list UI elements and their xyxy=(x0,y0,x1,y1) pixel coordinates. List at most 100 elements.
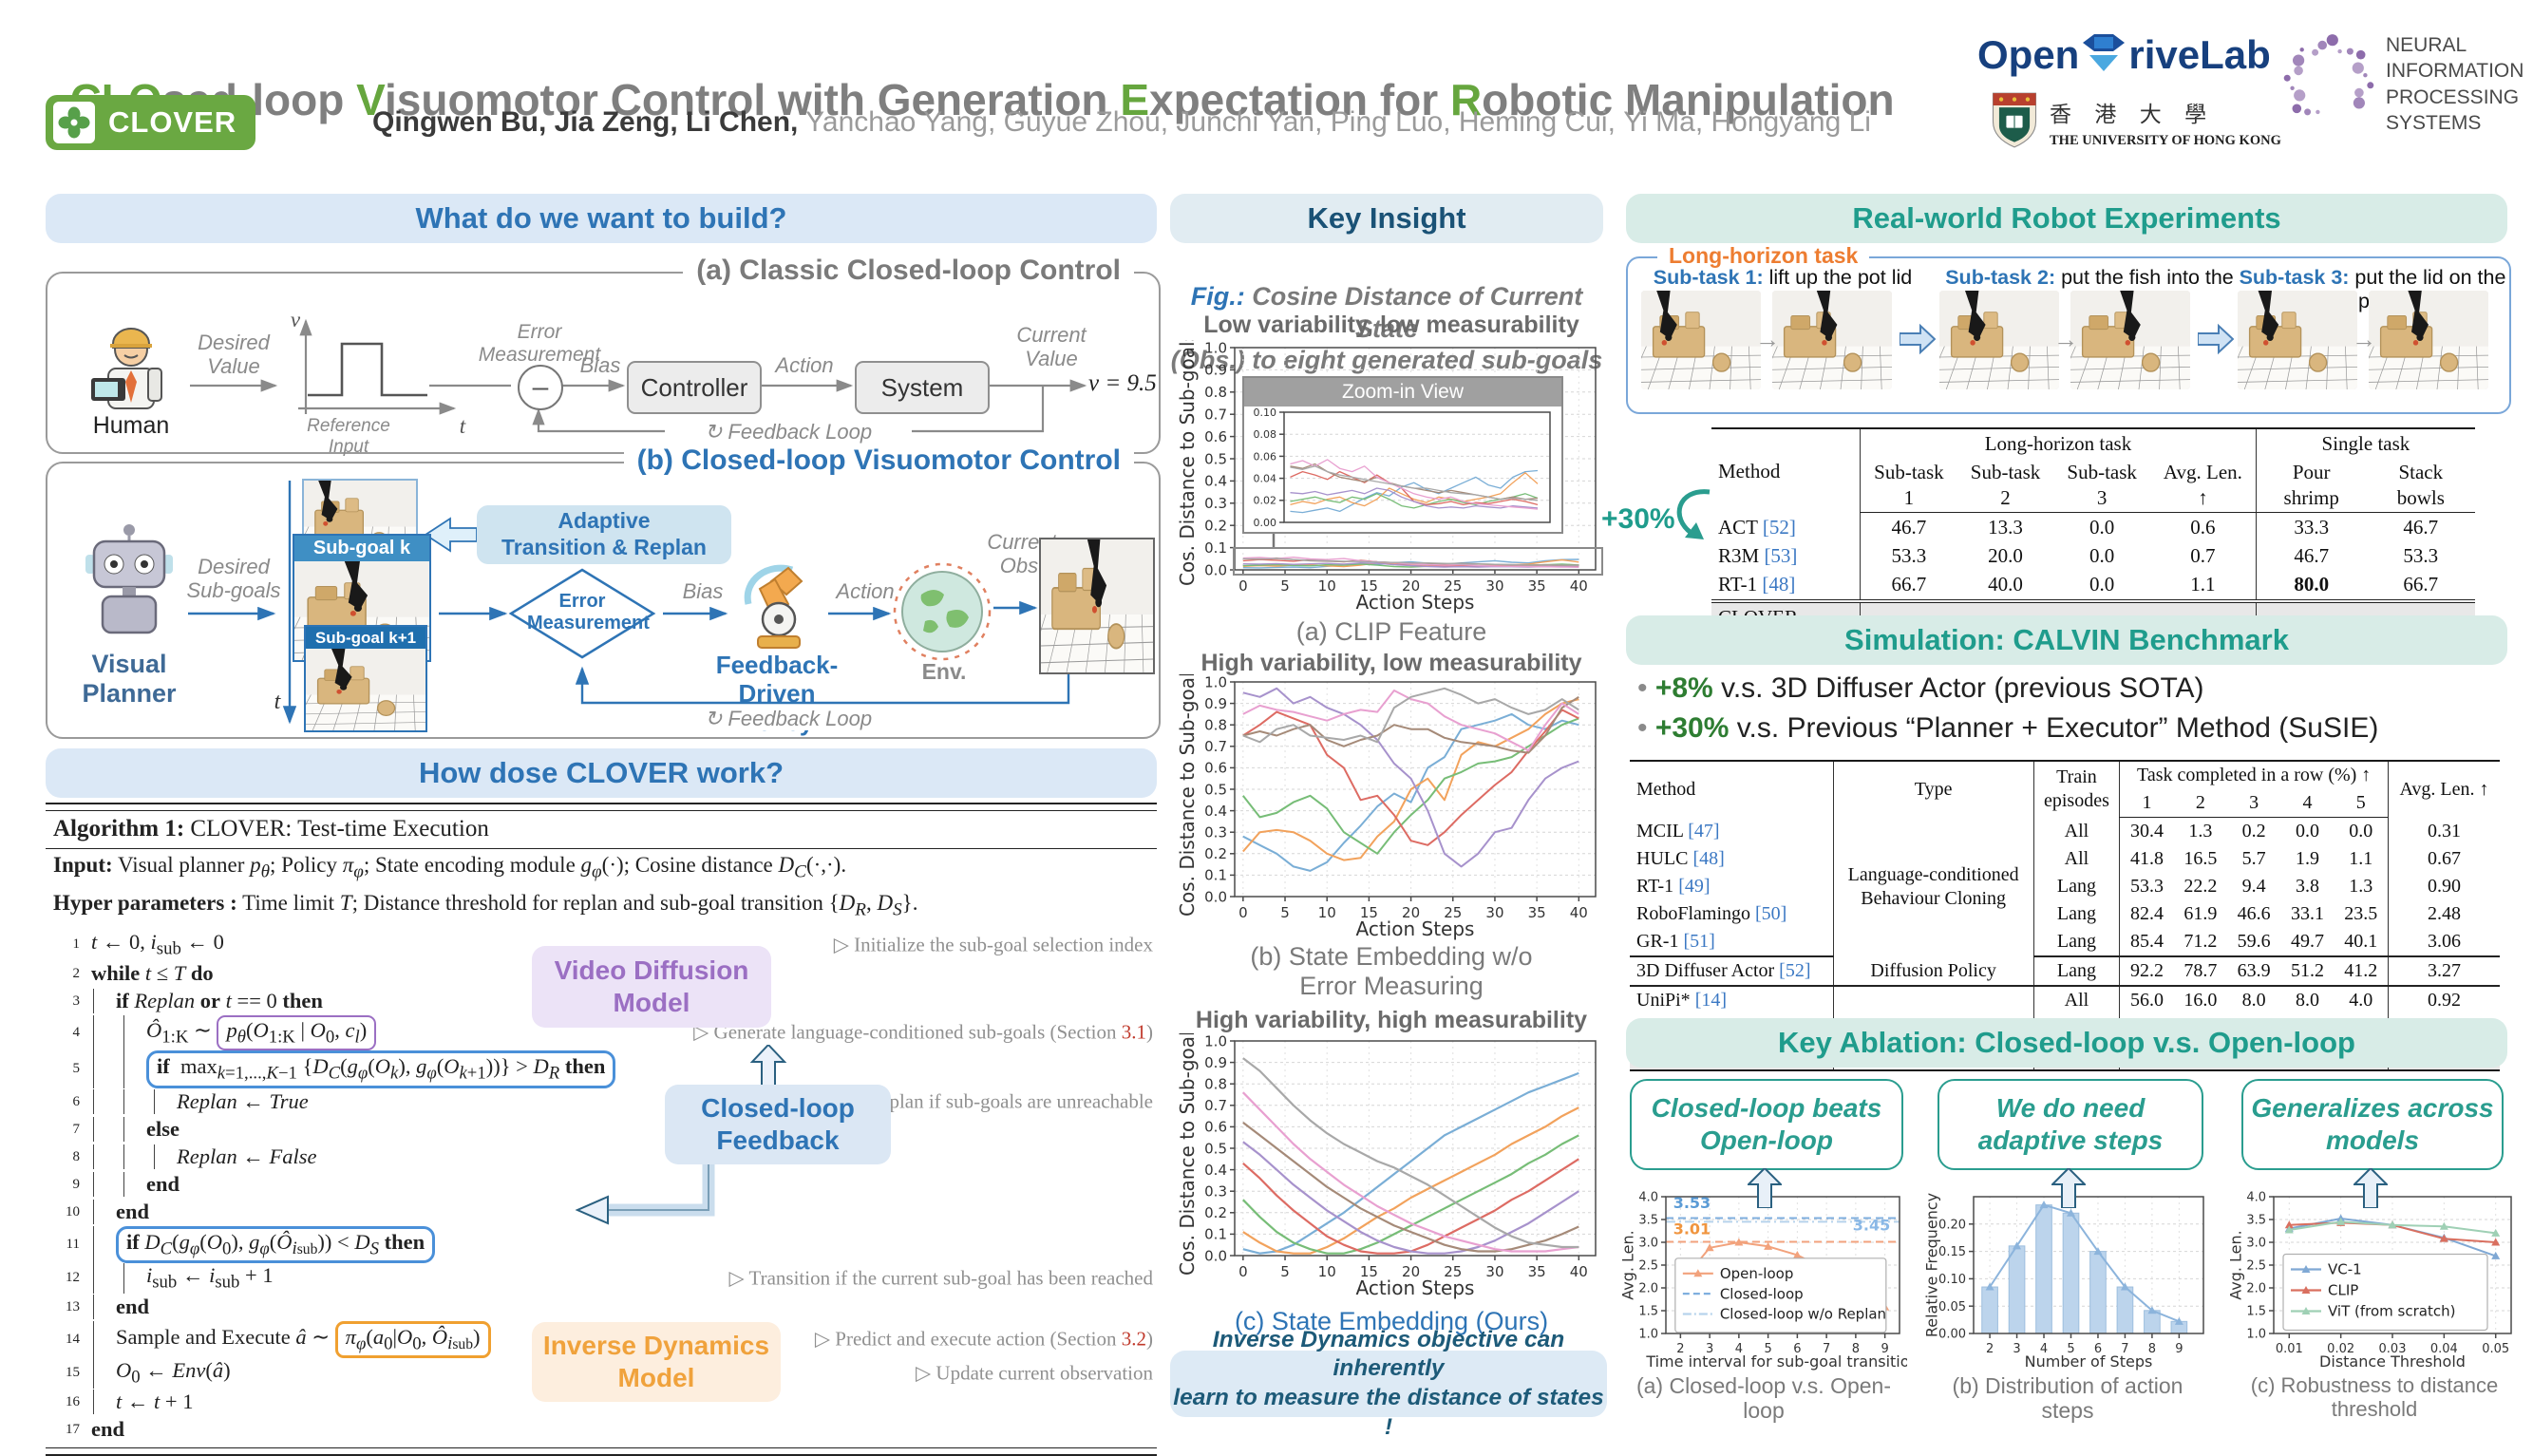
robot-frame-2 xyxy=(1772,291,1892,389)
svg-text:0.04: 0.04 xyxy=(1254,472,1277,484)
svg-text:10: 10 xyxy=(1318,904,1336,921)
svg-text:3.01: 3.01 xyxy=(1673,1220,1711,1238)
chart-clip-feature: 0.0 0.1 0.2 0.3 0.4 0.5 0.6 0.7 0.8 0.9 1.0 0 5 10 15 2… xyxy=(1176,331,1605,614)
hku-text: 香 港 大 學 THE UNIVERSITY OF HONG KONG xyxy=(2050,96,2281,149)
subtask2-prefix: Sub-task 2: xyxy=(1945,266,2056,289)
svg-text:2.5: 2.5 xyxy=(2246,1259,2266,1274)
bias-label-b: Bias xyxy=(682,579,724,603)
svg-text:3.5: 3.5 xyxy=(2246,1214,2266,1228)
algo-hyper: Hyper parameters : Time limit T; Distanc… xyxy=(53,890,918,920)
svg-text:4.0: 4.0 xyxy=(1638,1191,1658,1205)
svg-text:Avg. Len.: Avg. Len. xyxy=(1620,1230,1637,1300)
chart-ablation-c-caption: (c) Robustness to distance threshold xyxy=(2250,1373,2499,1422)
visual-planner-label: Visual Planner xyxy=(82,650,177,709)
svg-text:1.0: 1.0 xyxy=(2246,1328,2266,1342)
ablation-up-arrow-icon xyxy=(2051,1168,2086,1208)
algo-bottom-rule xyxy=(46,1447,1157,1456)
chart-embedding-ours: 0.0 0.1 0.2 0.3 0.4 0.5 0.6 0.7 0.8 0.9 1.0 0 5 10 15 2… xyxy=(1176,1021,1605,1299)
robot-frame-5 xyxy=(2238,291,2357,389)
svg-text:0.0: 0.0 xyxy=(1204,1247,1227,1264)
chart-ablation-a: 1.0 1.5 2.0 2.5 3.0 3.5 4.0 2 3 4 5 6 7 8 9 Time interv… xyxy=(1619,1189,1919,1371)
panel-b-wires xyxy=(188,481,1070,725)
svg-text:0.0: 0.0 xyxy=(1204,561,1227,578)
svg-text:4: 4 xyxy=(2040,1342,2048,1356)
svg-text:0.03: 0.03 xyxy=(2379,1342,2407,1356)
title-seg: isuomotor Control with Generation xyxy=(384,75,1121,124)
svg-text:0.1: 0.1 xyxy=(1204,1226,1227,1243)
desired-value-label: Desired Value xyxy=(198,331,270,379)
opendrivelab-logo: Open riveLab xyxy=(1977,32,2271,78)
svg-text:3.5: 3.5 xyxy=(1638,1214,1658,1228)
zoom-inset-title: Zoom-in View xyxy=(1244,378,1561,407)
svg-text:20: 20 xyxy=(1402,1263,1420,1280)
current-obs-image xyxy=(1039,538,1155,674)
svg-text:0.4: 0.4 xyxy=(1204,803,1227,820)
svg-text:0.00: 0.00 xyxy=(1938,1328,1966,1342)
bullet-gain: +30% xyxy=(1654,712,1730,744)
adaptive-replan-box: Adaptive Transition & Replan xyxy=(477,505,731,564)
svg-text:40: 40 xyxy=(1570,577,1588,595)
svg-text:0: 0 xyxy=(1238,1263,1248,1280)
svg-text:0.06: 0.06 xyxy=(1254,450,1277,463)
gain-annotation: +30% xyxy=(1601,503,1675,535)
calvin-bullet-2: • +30% v.s. Previous “Planner + Executor… xyxy=(1637,712,2379,744)
feedback-bent-arrow-icon xyxy=(575,1164,715,1225)
svg-text:0.01: 0.01 xyxy=(2276,1342,2303,1356)
svg-text:2.0: 2.0 xyxy=(1638,1282,1658,1296)
svg-text:0.6: 0.6 xyxy=(1204,1119,1227,1136)
chart-embedding-wo: 0.0 0.1 0.2 0.3 0.4 0.5 0.6 0.7 0.8 0.9 1.0 0 5 10 15 2… xyxy=(1176,662,1605,940)
svg-text:Action Steps: Action Steps xyxy=(1356,591,1475,614)
robot-planner-icon xyxy=(82,522,177,643)
ablation-callout-2: We do need adaptive steps xyxy=(1938,1079,2203,1170)
subgoal-k1-label: Sub-goal k+1 xyxy=(306,627,425,649)
svg-text:7: 7 xyxy=(2121,1342,2128,1356)
frame-arrow-icon: → xyxy=(2053,325,2078,353)
svg-text:2.0: 2.0 xyxy=(2246,1282,2266,1296)
svg-text:3.0: 3.0 xyxy=(2246,1237,2266,1251)
svg-text:0.6: 0.6 xyxy=(1204,760,1227,777)
robot-arm-icon xyxy=(733,560,821,654)
v-axis-label: v xyxy=(290,308,301,331)
subtask3-prefix: Sub-task 3: xyxy=(2239,266,2350,289)
callout-inverse-dynamics: Inverse Dynamics Model xyxy=(532,1322,781,1402)
error-measurement-label-b: Error Measurement xyxy=(527,591,650,633)
chart-c-caption: (c) State Embedding (Ours) xyxy=(1234,1307,1549,1335)
chart-a-caption: (a) CLIP Feature xyxy=(1295,617,1487,646)
zoom-band-rect xyxy=(1233,547,1603,576)
svg-text:0.9: 0.9 xyxy=(1204,695,1227,712)
svg-text:Avg. Len.: Avg. Len. xyxy=(2228,1230,2245,1300)
feedback-loop-label: ↻ Feedback Loop xyxy=(665,420,912,444)
svg-text:Number of Steps: Number of Steps xyxy=(2025,1352,2153,1371)
panel-classic-control: (a) Classic Closed-loop Control Human De… xyxy=(46,255,1161,457)
error-diamond xyxy=(508,568,656,659)
svg-text:0.7: 0.7 xyxy=(1204,738,1227,755)
controller-label: Controller xyxy=(640,372,748,402)
callout-closed-loop-feedback: Closed-loop Feedback xyxy=(665,1085,891,1164)
svg-text:VC-1: VC-1 xyxy=(2328,1261,2362,1278)
neurips-logo: NEURAL INFORMATION PROCESSING SYSTEMS xyxy=(2276,28,2533,140)
algo-title: Algorithm 1: CLOVER: Test-time Execution xyxy=(46,811,1157,849)
current-value-label: Current Value xyxy=(1016,323,1087,371)
svg-text:0.0: 0.0 xyxy=(1204,888,1227,905)
svg-text:0.04: 0.04 xyxy=(2430,1342,2458,1356)
svg-text:4: 4 xyxy=(1735,1342,1743,1356)
chart-a-title: Low variability, low measurability xyxy=(1203,312,1579,338)
svg-text:0.7: 0.7 xyxy=(1204,1097,1227,1114)
action-label: Action xyxy=(775,353,834,377)
svg-text:Action Steps: Action Steps xyxy=(1356,1276,1475,1299)
frame-arrow-icon: → xyxy=(2352,325,2376,353)
section-title: Simulation: CALVIN Benchmark xyxy=(1844,623,2289,656)
svg-text:0.1: 0.1 xyxy=(1204,539,1227,557)
section-how-it-works: How dose CLOVER work? xyxy=(46,748,1157,798)
svg-text:Closed-loop: Closed-loop xyxy=(1720,1285,1804,1302)
panel-b-title: (b) Closed-loop Visuomotor Control xyxy=(623,444,1134,477)
svg-text:9: 9 xyxy=(1881,1342,1888,1356)
svg-text:3.45: 3.45 xyxy=(1853,1217,1890,1235)
svg-text:1.5: 1.5 xyxy=(2246,1305,2266,1319)
controller-box: Controller xyxy=(627,361,762,414)
svg-text:0.10: 0.10 xyxy=(1254,407,1277,419)
env-label: Env. xyxy=(921,659,967,684)
svg-text:CLIP: CLIP xyxy=(2328,1282,2358,1299)
svg-text:0.8: 0.8 xyxy=(1204,1075,1227,1092)
section-title: Key Ablation: Closed-loop v.s. Open-loop xyxy=(1778,1026,2355,1059)
